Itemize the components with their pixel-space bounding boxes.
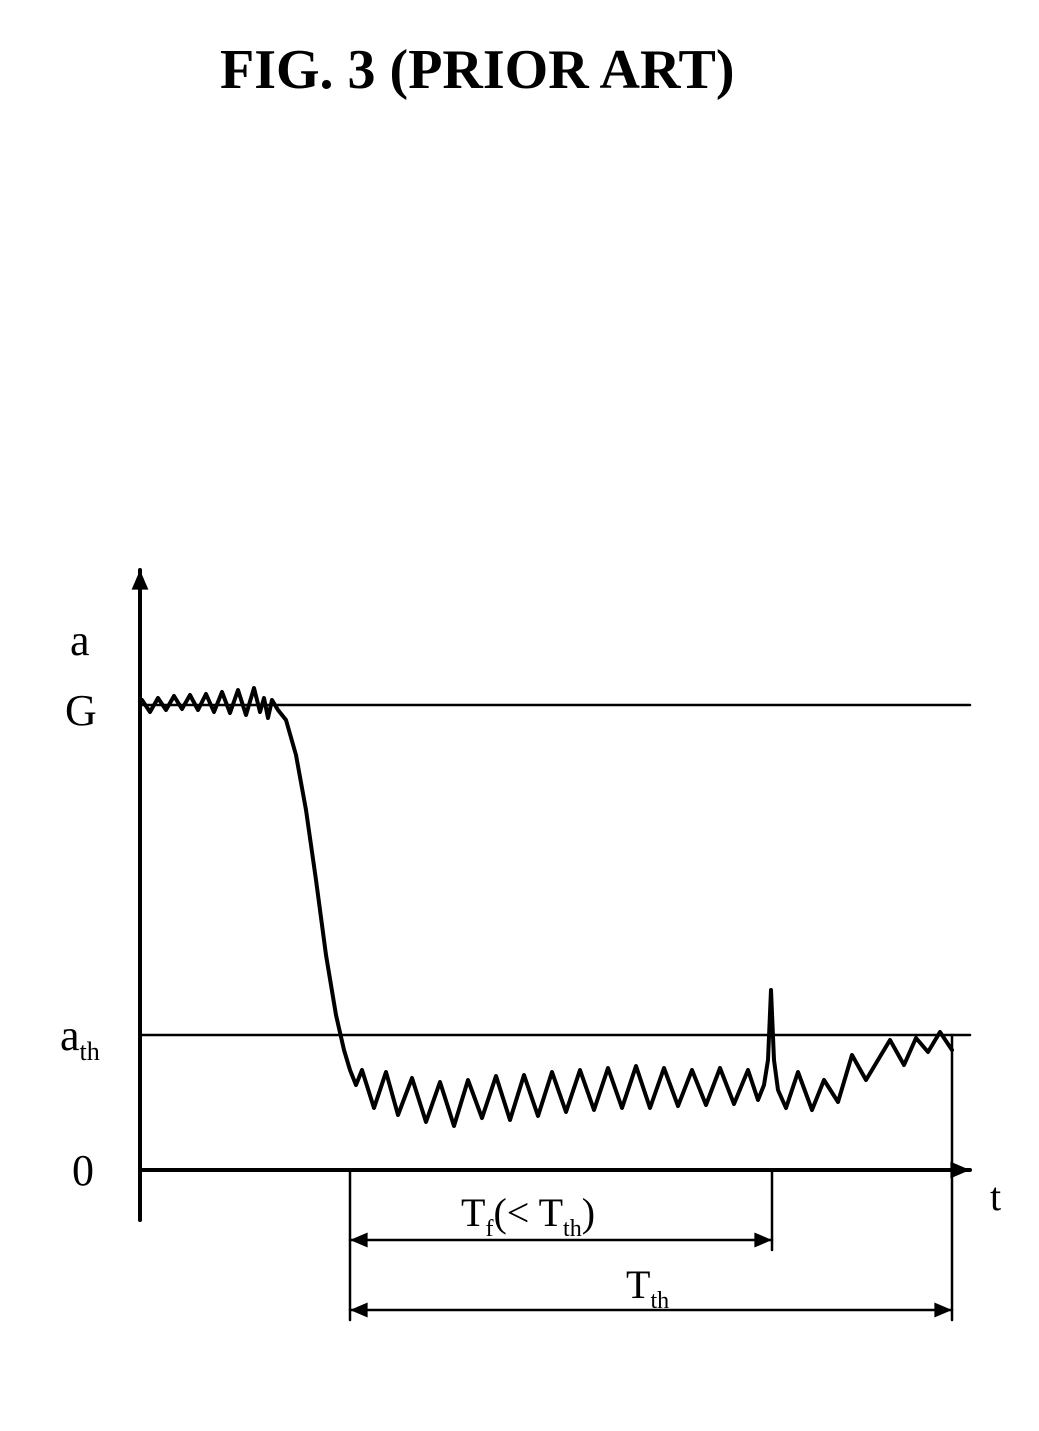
x-axis-arrow	[950, 1162, 970, 1179]
g-label: G	[65, 686, 97, 735]
zero-label: 0	[72, 1146, 94, 1195]
t-axis-label: t	[990, 1174, 1001, 1219]
figure-title: FIG. 3 (PRIOR ART)	[220, 38, 734, 102]
tf-arrow-right	[754, 1232, 772, 1247]
signal-trace	[142, 688, 952, 1126]
ath-label: ath	[60, 1011, 100, 1066]
tth-arrow-left	[350, 1302, 368, 1317]
tf-arrow-left	[350, 1232, 368, 1247]
figure-page: FIG. 3 (PRIOR ART) aGath 0 t Tf(< Tth) Tth	[0, 0, 1039, 1431]
chart: aGath0tTf(< Tth)Tth	[100, 560, 1020, 1340]
y-axis-arrow	[132, 570, 149, 590]
tf-label: Tf(< Tth)	[461, 1190, 595, 1242]
tth-label: Tth	[626, 1262, 669, 1314]
tth-arrow-right	[934, 1302, 952, 1317]
y-axis-label: a	[70, 616, 90, 665]
